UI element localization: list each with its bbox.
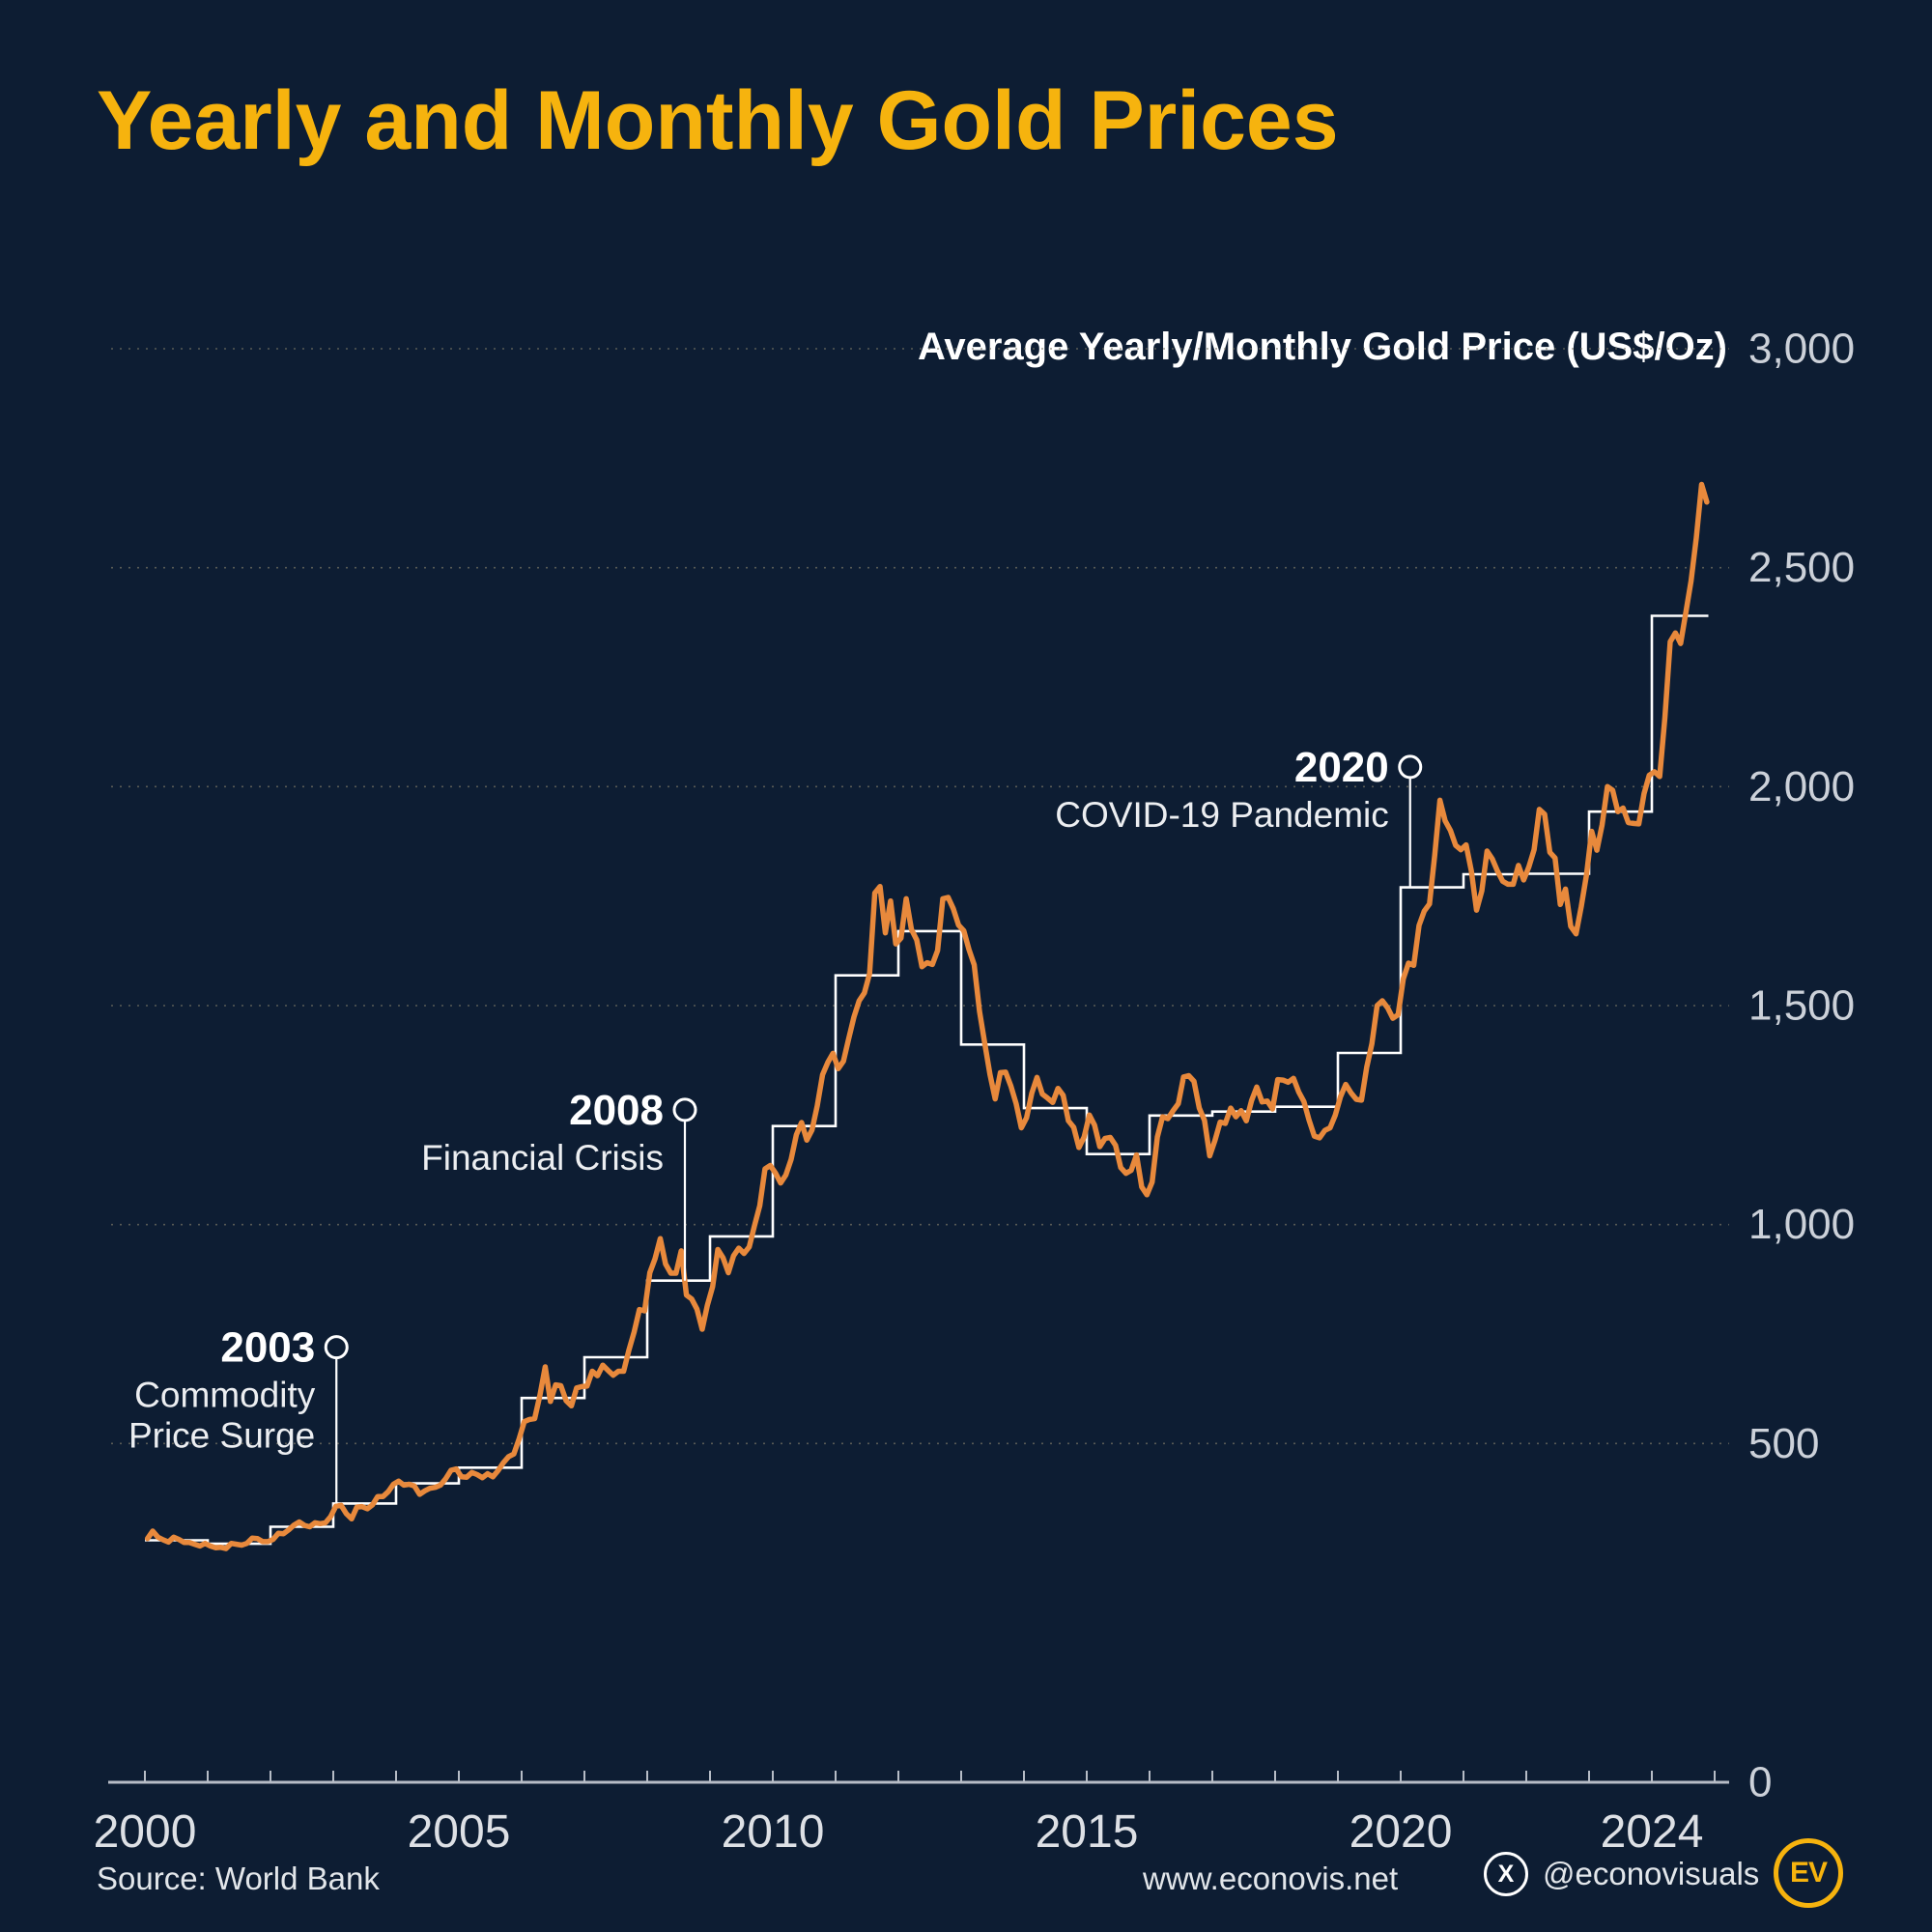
annotation-marker	[324, 1335, 349, 1360]
annotation-text: Financial Crisis	[421, 1138, 664, 1178]
y-axis-label: 0	[1748, 1759, 1772, 1806]
x-axis-label: 2024	[1601, 1806, 1704, 1858]
social-handle-group: X @econovisuals	[1484, 1852, 1759, 1896]
source-note: Source: World Bank	[97, 1861, 380, 1896]
social-handle: @econovisuals	[1543, 1856, 1760, 1891]
monthly-price-line	[144, 481, 1710, 1551]
yearly-average-line	[145, 614, 1709, 1546]
y-axis-label: 1,500	[1748, 982, 1855, 1030]
y-axis-label: 2,000	[1748, 763, 1855, 810]
x-axis-label: 2020	[1350, 1806, 1453, 1858]
y-axis-label: 3,000	[1748, 326, 1855, 373]
x-axis-label: 2015	[1036, 1806, 1139, 1858]
annotation-year: 2008	[569, 1087, 664, 1134]
annotation-year: 2020	[1294, 744, 1389, 791]
annotation-marker	[1398, 754, 1423, 780]
website-url: www.econovis.net	[1143, 1861, 1399, 1896]
annotation-text: Commodity	[134, 1376, 316, 1415]
y-axis-label: 500	[1748, 1420, 1819, 1467]
page-title: Yearly and Monthly Gold Prices	[97, 74, 1339, 167]
x-axis-label: 2000	[94, 1806, 197, 1858]
annotation-text: Price Surge	[128, 1416, 315, 1456]
legend-label: Average Yearly/Monthly Gold Price (US$/O…	[917, 326, 1727, 368]
y-axis-label: 2,500	[1748, 544, 1855, 591]
annotation-text: COVID-19 Pandemic	[1055, 795, 1388, 835]
x-icon: X	[1484, 1852, 1528, 1896]
y-axis-label: 1,000	[1748, 1201, 1855, 1248]
x-axis-label: 2005	[408, 1806, 511, 1858]
annotation-marker	[672, 1097, 697, 1122]
econovis-logo: EV	[1774, 1838, 1843, 1908]
annotation-year: 2003	[220, 1324, 315, 1372]
x-axis-label: 2010	[722, 1806, 825, 1858]
